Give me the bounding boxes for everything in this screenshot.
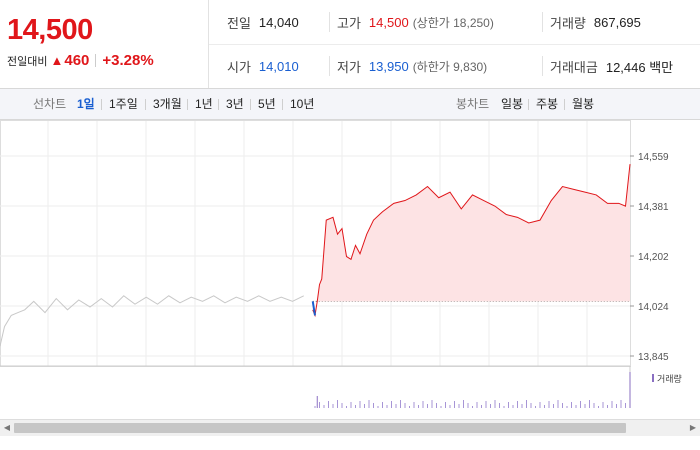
- low-cell: 저가 13,950 (하한가 9,830): [337, 44, 487, 88]
- y-tick-label: 14,024: [638, 302, 669, 313]
- tab-divider: [282, 99, 283, 110]
- prev-close-value: 14,040: [258, 14, 299, 30]
- up-arrow-icon: ▲: [50, 53, 64, 68]
- pre-market-line: [0, 295, 304, 347]
- amount-label: 거래대금: [550, 59, 598, 75]
- candle-chart-label: 봉차트: [456, 97, 490, 111]
- amount-cell: 거래대금 12,446 백만: [550, 44, 673, 88]
- tab-divider: [564, 99, 565, 110]
- stats-row-1: 전일 14,040 고가 14,500 (상한가 18,250) 거래량 867…: [209, 0, 700, 45]
- tab-divider: [218, 99, 219, 110]
- volume-label: 거래량: [550, 15, 586, 31]
- divider: [542, 56, 543, 76]
- divider: [329, 56, 330, 76]
- chart-scrollbar[interactable]: ◀ ▶: [0, 419, 700, 436]
- tab-1w[interactable]: 1주일: [109, 97, 138, 111]
- tab-daily[interactable]: 일봉: [501, 97, 524, 111]
- change-amount: 460: [64, 52, 90, 69]
- price-panel: 14,500 전일대비 ▲ 460 +3.28%: [0, 0, 209, 88]
- change-label: 전일대비: [7, 55, 48, 68]
- upper-limit: (상한가 18,250): [412, 15, 494, 30]
- scroll-right-icon[interactable]: ▶: [689, 423, 697, 432]
- session-line: [312, 164, 631, 318]
- open-cell: 시가 14,010: [227, 44, 299, 88]
- tab-3y[interactable]: 3년: [226, 97, 244, 111]
- stats-row-2: 시가 14,010 저가 13,950 (하한가 9,830) 거래대금 12,…: [209, 44, 700, 88]
- scroll-left-icon[interactable]: ◀: [3, 423, 11, 432]
- scroll-thumb[interactable]: [14, 423, 626, 433]
- prev-close-cell: 전일 14,040: [227, 0, 299, 44]
- open-value: 14,010: [258, 58, 299, 74]
- change-divider: [95, 54, 97, 67]
- high-label: 고가: [337, 15, 361, 31]
- tab-divider: [145, 99, 146, 110]
- lower-limit: (하한가 9,830): [412, 59, 488, 74]
- tab-divider: [528, 99, 529, 110]
- tab-divider: [250, 99, 251, 110]
- high-value: 14,500: [368, 14, 409, 30]
- tab-5y[interactable]: 5년: [258, 97, 276, 111]
- volume-cell: 거래량 867,695: [550, 0, 641, 44]
- volume-legend-label: 거래량: [657, 373, 682, 384]
- high-cell: 고가 14,500 (상한가 18,250): [337, 0, 494, 44]
- price-chart: 14,559 14,381 14,202 14,024 13,845 거래량: [0, 120, 700, 450]
- tab-3m[interactable]: 3개월: [153, 97, 182, 111]
- volume-legend-swatch: [652, 374, 654, 382]
- y-tick-label: 14,202: [638, 252, 669, 263]
- divider: [329, 12, 330, 32]
- amount-value: 12,446 백만: [605, 59, 674, 75]
- prev-close-label: 전일: [227, 15, 251, 31]
- period-tabs: 선차트 1일 1주일 3개월 1년 3년 5년 10년 봉차트 일봉 주봉 월봉: [0, 89, 700, 120]
- volume-value: 867,695: [593, 14, 641, 30]
- session-fill: [312, 164, 630, 302]
- y-tick-label: 14,559: [638, 152, 669, 163]
- current-price: 14,500: [7, 14, 93, 46]
- tab-1d[interactable]: 1일: [77, 97, 95, 111]
- change-percent: +3.28%: [102, 52, 154, 69]
- tab-10y[interactable]: 10년: [290, 97, 315, 111]
- change-row: 전일대비 ▲ 460 +3.28%: [7, 52, 154, 69]
- divider: [542, 12, 543, 32]
- low-value: 13,950: [368, 58, 409, 74]
- tab-weekly[interactable]: 주봉: [536, 97, 559, 111]
- chart-svg: 14,559 14,381 14,202 14,024 13,845 거래량: [0, 120, 682, 408]
- y-tick-label: 14,381: [638, 202, 669, 213]
- stats-panel: 전일 14,040 고가 14,500 (상한가 18,250) 거래량 867…: [209, 0, 700, 88]
- session-dip-line: [311, 301, 316, 316]
- tab-divider: [187, 99, 188, 110]
- open-label: 시가: [227, 59, 251, 75]
- quote-header: 14,500 전일대비 ▲ 460 +3.28% 전일 14,040 고가 14…: [0, 0, 700, 89]
- line-chart-label: 선차트: [33, 97, 67, 111]
- tab-divider: [101, 99, 102, 110]
- low-label: 저가: [337, 59, 361, 75]
- tab-1y[interactable]: 1년: [195, 97, 213, 111]
- y-tick-label: 13,845: [638, 352, 669, 363]
- tab-monthly[interactable]: 월봉: [572, 97, 595, 111]
